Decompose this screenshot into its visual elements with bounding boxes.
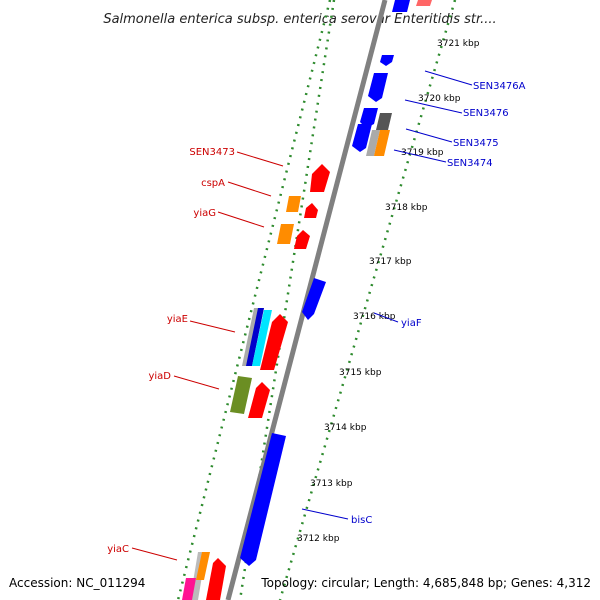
gene-label-sen3476[interactable]: SEN3476 — [463, 108, 509, 119]
gene-label-sen3473[interactable]: SEN3473 — [189, 147, 235, 158]
gene-arrow[interactable] — [360, 108, 378, 128]
gene-arrow[interactable] — [352, 124, 372, 152]
gene-arrow[interactable] — [196, 552, 210, 580]
tick-label: 3718 kbp — [385, 203, 428, 213]
gene-label-yiag[interactable]: yiaG — [193, 208, 216, 219]
map-title: Salmonella enterica subsp. enterica sero… — [103, 12, 496, 27]
gene-arrow[interactable] — [286, 196, 301, 212]
gene-label-yiaf[interactable]: yiaF — [401, 318, 422, 329]
gene-arrow[interactable] — [246, 308, 264, 366]
tick-label: 3715 kbp — [339, 368, 382, 378]
gene-arrow[interactable] — [248, 382, 270, 418]
gene-arrow[interactable] — [294, 230, 310, 249]
gene-arrow[interactable] — [252, 310, 272, 366]
tick-label: 3713 kbp — [310, 479, 353, 489]
tick-label: 3717 kbp — [369, 257, 412, 267]
gene-label-sen3475[interactable]: SEN3475 — [453, 138, 499, 149]
gene-arrow[interactable] — [304, 203, 318, 218]
tick-label: 3714 kbp — [324, 423, 367, 433]
accession-text: Accession: NC_011294 — [9, 576, 145, 590]
tick-label: 3721 kbp — [437, 39, 480, 49]
gene-arrow[interactable] — [260, 314, 288, 370]
gene-arrow[interactable] — [230, 376, 252, 414]
gene-arrow[interactable] — [376, 113, 392, 130]
gene-label-yiae[interactable]: yiaE — [167, 314, 188, 325]
gene-arrow[interactable] — [368, 73, 388, 102]
gene-label-sen3474[interactable]: SEN3474 — [447, 158, 493, 169]
forward-gene-labels: SEN3473 cspA yiaG yiaE yiaD yiaC — [107, 147, 235, 555]
tick-label: 3716 kbp — [353, 312, 396, 322]
tick-label: 3720 kbp — [418, 94, 461, 104]
forward-leader-lines — [131, 151, 284, 561]
reverse-leader-lines — [301, 70, 473, 520]
gene-label-yiad[interactable]: yiaD — [148, 371, 171, 382]
reverse-gene-labels: SEN3476A SEN3476 SEN3475 SEN3474 yiaF bi… — [351, 81, 526, 526]
topology-text: Topology: circular; Length: 4,685,848 bp… — [260, 576, 591, 590]
inner-dotted-guide — [278, 0, 457, 600]
gene-arrow[interactable] — [380, 55, 394, 66]
gene-arrow[interactable] — [277, 224, 294, 244]
forward-strand-genes — [182, 164, 330, 600]
gene-arrow[interactable] — [374, 130, 390, 156]
gene-arrow[interactable] — [392, 0, 410, 12]
gene-arrow[interactable] — [416, 0, 432, 6]
gene-arrow[interactable] — [366, 130, 380, 156]
gene-arrow[interactable] — [206, 558, 226, 600]
tick-label: 3719 kbp — [401, 148, 444, 158]
gene-arrow[interactable] — [310, 164, 330, 192]
tick-label: 3712 kbp — [297, 534, 340, 544]
reverse-strand-genes — [240, 0, 432, 566]
gene-label-bisc[interactable]: bisC — [351, 515, 372, 526]
gene-arrow[interactable] — [240, 433, 286, 566]
gene-label-sen3476a[interactable]: SEN3476A — [473, 81, 526, 92]
gene-label-yiac[interactable]: yiaC — [107, 544, 129, 555]
tick-labels: 3721 kbp 3720 kbp 3719 kbp 3718 kbp 3717… — [297, 39, 480, 544]
gene-arrow[interactable] — [182, 578, 196, 600]
gene-arrow[interactable] — [302, 278, 326, 320]
gene-label-cspa[interactable]: cspA — [201, 178, 225, 189]
